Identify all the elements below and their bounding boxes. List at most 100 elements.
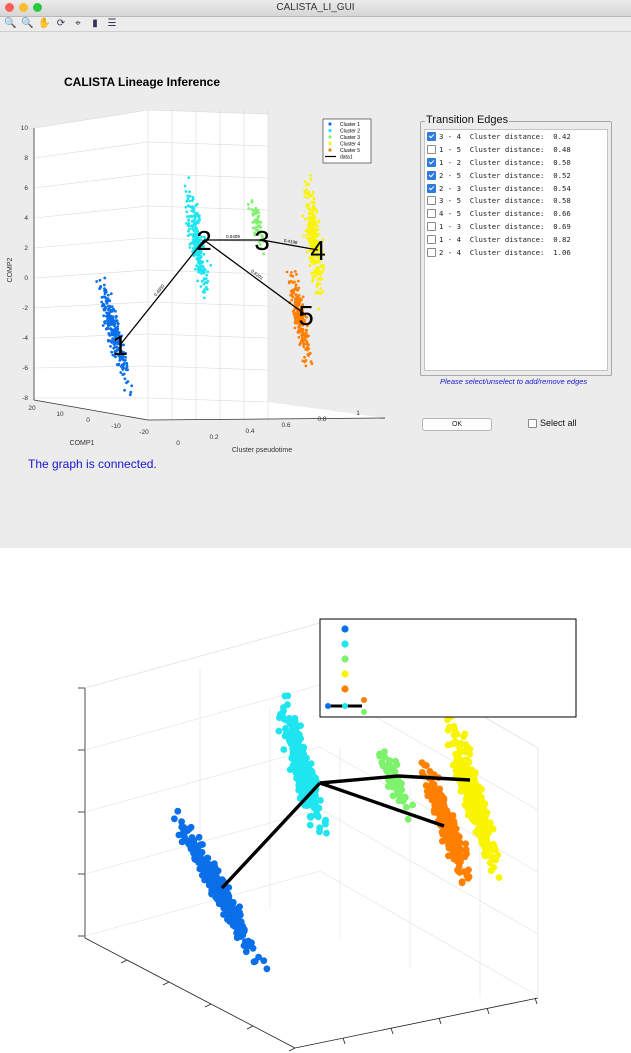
cluster-point	[316, 228, 320, 232]
edge-row[interactable]: 3 - 5 Cluster distance: 0.58	[425, 194, 607, 207]
cluster-point	[465, 809, 473, 816]
transition-edges-list[interactable]: 3 - 4 Cluster distance: 0.42 1 - 5 Cluste…	[424, 129, 608, 371]
cluster-point	[235, 904, 242, 912]
pan-icon[interactable]: ✋	[38, 18, 51, 29]
edge-checkbox[interactable]	[427, 222, 436, 232]
cluster-point	[107, 308, 110, 312]
cluster-point	[307, 813, 315, 821]
edge-row[interactable]: 1 - 3 Cluster distance: 0.69	[425, 220, 607, 233]
cluster-point	[308, 208, 312, 212]
edge-row[interactable]: 1 - 2 Cluster distance: 0.50	[425, 156, 607, 169]
cluster-point	[489, 840, 497, 848]
edge-checkbox[interactable]	[427, 157, 436, 167]
edge-checkbox[interactable]	[427, 170, 436, 180]
cluster-point	[237, 924, 245, 932]
cluster-point	[261, 236, 264, 240]
cluster-point	[186, 194, 190, 198]
cluster-point	[119, 355, 123, 358]
colorbar-icon[interactable]: ▮	[92, 18, 98, 29]
lineage-edge	[203, 239, 307, 316]
rotate-3d-icon[interactable]: ⟳	[56, 18, 66, 29]
x-tick	[288, 1047, 296, 1052]
cluster-point	[194, 227, 198, 231]
select-all-label: Select all	[540, 418, 577, 428]
edge-label: 3 - 4 Cluster distance: 0.42	[439, 131, 571, 141]
cluster-point	[104, 299, 108, 303]
edge-row[interactable]: 2 - 5 Cluster distance: 0.52	[425, 169, 607, 182]
minimize-window-button[interactable]	[19, 3, 28, 12]
edge-row[interactable]: 1 - 4 Cluster distance: 0.82	[425, 233, 607, 246]
zoom-in-icon[interactable]: 🔍	[4, 18, 17, 29]
cluster-point	[124, 356, 127, 359]
edge-row[interactable]: 4 - 5 Cluster distance: 0.66	[425, 207, 607, 220]
y-tick	[342, 1037, 346, 1045]
cluster-point	[322, 266, 326, 270]
edge-checkbox[interactable]	[427, 247, 436, 257]
cluster-point	[113, 320, 117, 323]
cluster-point	[311, 217, 315, 221]
cluster-point	[292, 291, 296, 294]
y-tick-label: 0.6	[281, 422, 290, 429]
x-tick-label: 0	[86, 417, 90, 424]
cluster-point	[314, 250, 318, 254]
data-cursor-icon[interactable]: ⌖	[75, 18, 81, 29]
cluster-point	[109, 339, 113, 343]
cluster-point	[184, 205, 188, 209]
grid-line	[147, 141, 269, 147]
lineage-plot-3d[interactable]: 1086420-2-4-6-820100-10-2000.20.40.60.81…	[0, 100, 420, 460]
edge-checkbox[interactable]	[427, 131, 436, 141]
cluster-point	[480, 828, 487, 835]
edge-checkbox[interactable]	[427, 196, 436, 206]
cluster-point	[115, 345, 118, 349]
edge-checkbox[interactable]	[427, 235, 436, 245]
cluster-point	[194, 241, 198, 245]
cluster-point	[465, 758, 473, 766]
cluster-point	[310, 255, 313, 259]
cluster-point	[256, 229, 259, 233]
edge-row[interactable]: 2 - 4 Cluster distance: 1.06	[425, 246, 607, 259]
legend-icon[interactable]: ☰	[107, 18, 117, 29]
cluster-point	[108, 323, 111, 327]
cluster-point	[185, 199, 189, 203]
cluster-point	[303, 355, 306, 359]
cluster-point	[285, 270, 289, 274]
edge-row[interactable]: 2 - 3 Cluster distance: 0.54	[425, 182, 607, 195]
zoom-out-icon[interactable]: 🔍	[21, 18, 34, 29]
cluster-point	[290, 298, 294, 302]
cluster-point	[309, 260, 313, 264]
edge-checkbox[interactable]	[427, 183, 436, 193]
cluster-point	[309, 212, 313, 215]
cluster-point	[306, 353, 310, 356]
edge-checkbox[interactable]	[427, 209, 436, 219]
cluster-point	[115, 337, 119, 340]
legend-marker	[361, 709, 367, 715]
cluster-point	[299, 786, 307, 794]
cluster-point	[290, 722, 297, 729]
cluster-point	[117, 331, 121, 334]
cluster-point	[250, 208, 254, 211]
cluster-point	[203, 296, 206, 300]
cluster-point	[316, 828, 323, 836]
cluster-point	[257, 214, 261, 218]
z-tick-label: 10	[21, 125, 29, 132]
edge-row[interactable]: 1 - 5 Cluster distance: 0.48	[425, 143, 607, 156]
edge-checkbox[interactable]	[427, 144, 436, 154]
cluster-point	[242, 948, 250, 956]
close-window-button[interactable]	[5, 3, 14, 12]
cluster-point	[103, 287, 106, 291]
cluster-point	[183, 184, 187, 188]
cluster-point	[289, 274, 293, 277]
cluster-point	[102, 295, 106, 299]
cluster-point	[457, 853, 465, 861]
select-all-box[interactable]	[528, 418, 537, 428]
zoom-window-button[interactable]	[33, 3, 42, 12]
ok-button[interactable]: OK	[422, 418, 492, 431]
cluster-point	[120, 334, 124, 338]
cluster-point	[254, 206, 258, 210]
cluster-point	[441, 805, 448, 812]
cluster-point	[313, 221, 317, 225]
grid-line	[147, 173, 269, 179]
lineage-plot-3d-large[interactable]	[0, 548, 631, 1053]
select-all-checkbox[interactable]: Select all	[528, 418, 577, 428]
edge-row[interactable]: 3 - 4 Cluster distance: 0.42	[425, 130, 607, 143]
